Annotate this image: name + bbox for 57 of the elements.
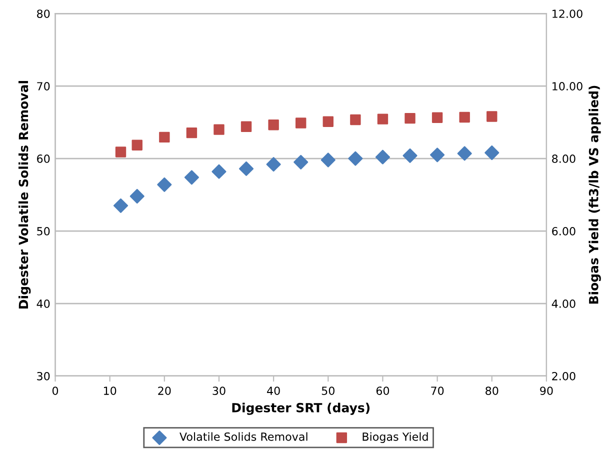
point <box>186 127 198 138</box>
point <box>212 164 226 179</box>
point <box>377 114 388 124</box>
point <box>132 140 142 150</box>
point <box>266 157 281 172</box>
point <box>157 177 172 192</box>
x-tick-label: 20 <box>158 386 171 396</box>
point <box>214 124 224 135</box>
point <box>375 150 390 164</box>
y-axis-title: Digester Volatile Solids Removal <box>18 81 31 308</box>
point <box>432 112 443 123</box>
point <box>239 161 254 176</box>
point <box>130 188 144 204</box>
point <box>159 132 170 143</box>
y-tick-label: 50 <box>37 227 50 236</box>
point <box>240 121 252 132</box>
x-tick-label: 40 <box>267 386 280 396</box>
x-tick-label: 70 <box>431 386 444 396</box>
x-tick-label: 50 <box>322 386 334 396</box>
y-tick-label: 70 <box>37 82 50 90</box>
point <box>348 151 363 166</box>
point <box>430 148 445 162</box>
legend-label: Biogas Yield <box>362 432 428 443</box>
x-axis-title: Digester SRT (days) <box>232 402 370 415</box>
point <box>404 112 416 124</box>
x-tick-label: 90 <box>540 386 553 396</box>
y2-tick-label: 6.00 <box>552 227 576 236</box>
point <box>184 170 199 185</box>
y-tick-label: 40 <box>36 299 50 308</box>
y2-tick-label: 10.00 <box>552 82 582 90</box>
x-tick-label: 60 <box>376 386 390 396</box>
point <box>486 111 498 122</box>
point <box>322 116 334 127</box>
point <box>294 154 308 170</box>
point <box>459 112 470 123</box>
x-tick-label: 30 <box>212 386 226 396</box>
legend-label: Volatile Solids Removal <box>180 432 308 441</box>
y-tick-label: 30 <box>37 372 50 380</box>
point <box>320 152 336 168</box>
y2-axis-title: Biogas Yield (ft3/lb VS applied) <box>588 86 601 304</box>
y-tick-label: 60 <box>37 154 50 163</box>
point <box>484 145 500 160</box>
x-tick-label: 10 <box>104 386 116 396</box>
point <box>457 146 472 161</box>
y2-tick-label: 4.00 <box>552 299 576 308</box>
y2-tick-label: 12.00 <box>552 10 582 18</box>
point <box>115 146 126 158</box>
y-tick-label: 80 <box>37 10 50 18</box>
point <box>296 118 306 128</box>
x-tick-label: 80 <box>486 386 498 396</box>
point <box>350 114 361 126</box>
point <box>402 148 418 163</box>
y2-tick-label: 2.00 <box>552 372 576 380</box>
point <box>113 198 128 213</box>
x-tick-label: 0 <box>52 386 58 396</box>
point <box>268 119 279 130</box>
y2-tick-label: 8.00 <box>552 154 576 163</box>
